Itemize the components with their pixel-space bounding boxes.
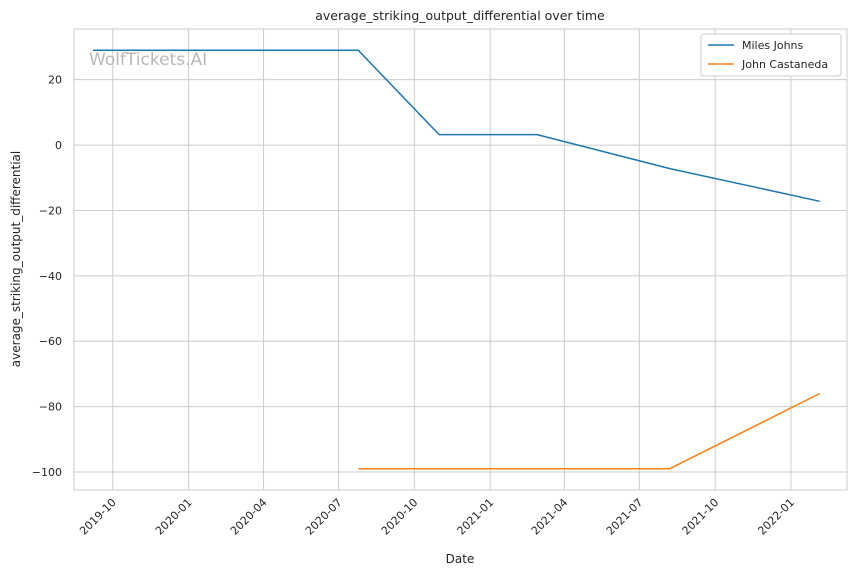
y-tick-label--80: −80 — [39, 401, 62, 414]
legend-label-miles-johns: Miles Johns — [742, 39, 804, 52]
watermark: WolfTickets.AI — [89, 50, 207, 70]
legend-label-john-castaneda: John Castaneda — [741, 58, 828, 71]
legend-box — [700, 33, 842, 77]
y-tick-label-20: 20 — [48, 74, 62, 87]
y-tick-label--60: −60 — [39, 335, 62, 348]
x-axis: 2019-10 2020-01 2020-04 2020-07 2020-10 2021-… — [77, 496, 797, 538]
x-tick-label-2019-10: 2019-10 — [77, 496, 119, 538]
y-tick-label-0: 0 — [55, 139, 62, 152]
y-tick-label--100: −100 — [32, 466, 62, 479]
x-axis-title: Date — [446, 552, 475, 566]
y-axis: 20 0 −20 −40 −60 −80 −100 — [32, 74, 62, 479]
y-axis-title: average_striking_output_differential — [9, 151, 23, 367]
x-tick-label-2020-07: 2020-07 — [303, 496, 345, 538]
y-tick-label--20: −20 — [39, 204, 62, 217]
x-tick-label-2021-10: 2021-10 — [680, 496, 722, 538]
x-tick-label-2022-01: 2022-01 — [755, 496, 797, 538]
plot-frame — [73, 28, 848, 491]
x-tick-label-2020-10: 2020-10 — [379, 496, 421, 538]
legend: Miles Johns John Castaneda — [700, 33, 842, 77]
grid — [74, 29, 847, 490]
series-line-miles-johns — [93, 49, 820, 203]
x-tick-label-2020-01: 2020-01 — [153, 496, 195, 538]
y-tick-label--40: −40 — [39, 270, 62, 283]
x-tick-label-2021-04: 2021-04 — [529, 496, 571, 538]
series-line-john-castaneda — [358, 392, 821, 470]
plot-area — [74, 29, 847, 490]
chart-title: average_striking_output_differential ove… — [315, 8, 605, 23]
series-layer — [93, 49, 821, 470]
x-tick-label-2021-07: 2021-07 — [604, 496, 646, 538]
x-tick-label-2021-01: 2021-01 — [455, 496, 497, 538]
x-tick-label-2020-04: 2020-04 — [228, 496, 270, 538]
